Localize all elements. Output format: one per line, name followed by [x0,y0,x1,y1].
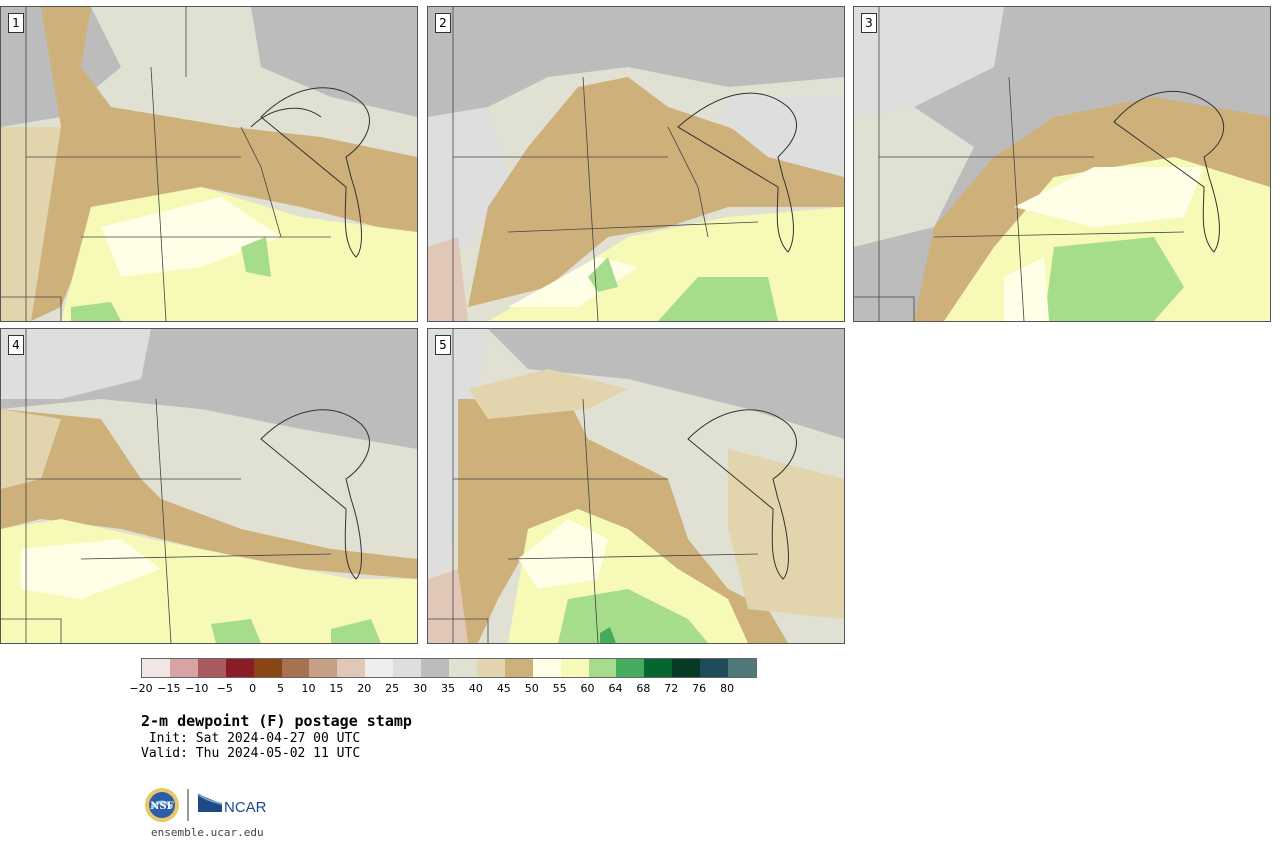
dewpoint-map-1 [1,7,417,321]
colorbar-swatch [281,659,310,677]
dewpoint-map-2 [428,7,844,321]
colorbar-tick-label: 60 [580,682,595,695]
panel-label: 2 [435,13,451,33]
colorbar-swatch [337,659,366,677]
colorbar-swatch [700,659,729,677]
colorbar-tick-label: 50 [524,682,539,695]
colorbar-tick-label: 35 [441,682,455,695]
dewpoint-map-3 [854,7,1270,321]
colorbar-tick-label: 64 [608,682,623,695]
ncar-logo-text: NCAR [224,799,267,816]
map-panel-5: 5 [427,328,845,644]
panel-label: 5 [435,335,451,355]
colorbar [141,658,757,678]
colorbar-swatch [448,659,477,677]
colorbar-tick-label: 30 [413,682,428,695]
colorbar-tick-label: 68 [636,682,651,695]
colorbar-swatch [588,659,617,677]
map-panel-2: 2 [427,6,845,322]
site-url: ensemble.ucar.edu [151,826,264,839]
colorbar-swatch [532,659,561,677]
colorbar-tick-label: 15 [329,682,344,695]
map-panel-3: 3 [853,6,1271,322]
dewpoint-map-4 [1,329,417,643]
colorbar-tick-label: 25 [385,682,400,695]
colorbar-tick-label: 55 [552,682,567,695]
colorbar-tick-label: 40 [468,682,483,695]
colorbar-tick-label: 45 [496,682,511,695]
colorbar-tick-label: 20 [357,682,372,695]
panel-label: 4 [8,335,24,355]
nsf-ncar-logo: NSF NCAR [145,788,267,822]
map-panel-4: 4 [0,328,418,644]
colorbar-swatch [672,659,701,677]
colorbar-tick-label: −15 [157,682,181,695]
colorbar-swatch [169,659,198,677]
colorbar-swatch [197,659,226,677]
colorbar-swatch [253,659,282,677]
colorbar-swatch [142,659,170,677]
colorbar-tick-label: 10 [301,682,316,695]
colorbar-tick-label: 76 [692,682,707,695]
colorbar-tick-label: −10 [185,682,209,695]
colorbar-tick-label: −5 [216,682,233,695]
nsf-logo-icon: NSF [145,788,179,822]
colorbar-swatch [644,659,673,677]
colorbar-tick-label: −20 [129,682,153,695]
colorbar-tick-label: 72 [664,682,679,695]
dewpoint-map-5 [428,329,844,643]
colorbar-swatch [476,659,505,677]
ncar-logo-icon: NCAR [197,793,267,816]
colorbar-swatch [560,659,589,677]
colorbar-swatch [421,659,449,677]
colorbar-swatch [616,659,645,677]
colorbar-swatch [504,659,533,677]
colorbar-tick-label: 5 [277,682,285,695]
colorbar-swatch [365,659,394,677]
valid-time: Valid: Thu 2024-05-02 11 UTC [141,746,361,761]
panel-label: 3 [861,13,877,33]
nsf-logo-text: NSF [150,801,173,812]
colorbar-tick-label: 0 [249,682,257,695]
colorbar-swatch [309,659,338,677]
colorbar-swatch [393,659,422,677]
chart-title: 2-m dewpoint (F) postage stamp [141,712,412,730]
panel-label: 1 [8,13,24,33]
init-time: Init: Sat 2024-04-27 00 UTC [141,731,361,746]
colorbar-tick-label: 80 [720,682,735,695]
colorbar-swatch [225,659,254,677]
colorbar-swatch [728,659,756,677]
map-panel-1: 1 [0,6,418,322]
